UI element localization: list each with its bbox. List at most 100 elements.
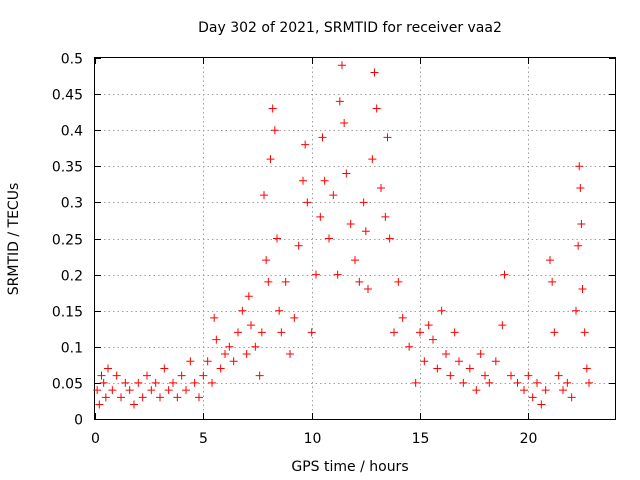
- data-point: [385, 234, 394, 243]
- data-point: [481, 371, 489, 380]
- data-point: [294, 241, 303, 250]
- data-point: [234, 328, 242, 337]
- data-point: [533, 378, 541, 387]
- data-point: [318, 133, 327, 142]
- y-tick-label: 0.45: [52, 88, 83, 104]
- grid-layer: [95, 58, 615, 419]
- y-tick-label: 0.15: [52, 305, 83, 321]
- data-point: [173, 393, 182, 402]
- data-point: [99, 378, 108, 387]
- data-point: [238, 306, 247, 315]
- data-point: [286, 350, 294, 359]
- data-point: [333, 270, 342, 279]
- plot-frame: [94, 57, 616, 420]
- data-point: [301, 140, 310, 149]
- y-tick-label: 0.5: [61, 52, 83, 68]
- data-point: [381, 212, 390, 221]
- data-point: [578, 285, 587, 294]
- data-point: [262, 256, 271, 265]
- x-tick-label: 0: [91, 431, 100, 447]
- data-point: [221, 350, 229, 359]
- data-point: [242, 350, 251, 359]
- data-point: [498, 321, 507, 330]
- data-point: [169, 378, 177, 387]
- y-tick-label: 0.3: [61, 196, 83, 212]
- data-point: [383, 133, 392, 142]
- data-point: [164, 386, 173, 395]
- data-point: [433, 364, 442, 373]
- y-tick-label: 0.35: [52, 160, 83, 176]
- data-point: [351, 256, 359, 265]
- data-point: [117, 393, 125, 402]
- data-point: [260, 191, 268, 200]
- data-point: [182, 386, 190, 395]
- data-point: [143, 371, 151, 380]
- y-tick-label: 0.4: [61, 124, 83, 140]
- tick-layer: 0 0.05 0.1 0.15 0.2 0.25 0.3 0.35 0.4 0.45 0.5 0 5 10…: [52, 52, 615, 447]
- data-point: [576, 183, 585, 192]
- data-point: [340, 118, 349, 127]
- data-point: [563, 378, 572, 387]
- data-point: [203, 357, 212, 366]
- data-point: [507, 371, 515, 380]
- data-point: [370, 68, 379, 77]
- x-tick-label: 5: [199, 431, 208, 447]
- data-point: [398, 313, 407, 322]
- data-point: [485, 378, 494, 387]
- data-point: [216, 364, 225, 373]
- data-point: [255, 371, 264, 380]
- data-point: [244, 292, 253, 301]
- data-point: [329, 191, 338, 200]
- data-point: [377, 183, 385, 192]
- data-point: [567, 393, 576, 402]
- data-point: [104, 364, 112, 373]
- data-point: [277, 328, 286, 337]
- data-point: [312, 270, 320, 279]
- data-point: [424, 321, 433, 330]
- data-point: [524, 371, 533, 380]
- data-point: [405, 342, 414, 351]
- y-tick-label: 0: [74, 413, 83, 429]
- data-point: [450, 328, 459, 337]
- data-point: [335, 97, 344, 106]
- data-point: [121, 378, 130, 387]
- data-point: [361, 227, 370, 236]
- y-tick-label: 0.25: [52, 233, 83, 249]
- data-point: [316, 212, 325, 221]
- data-point: [97, 371, 106, 380]
- data-point: [342, 169, 351, 178]
- data-point: [264, 277, 273, 286]
- data-point: [541, 386, 550, 395]
- data-point: [338, 61, 346, 70]
- data-points: [93, 61, 593, 409]
- data-point: [299, 176, 307, 185]
- data-point: [446, 371, 455, 380]
- data-point: [147, 386, 156, 395]
- data-point: [101, 393, 110, 402]
- data-point: [229, 357, 238, 366]
- data-point: [585, 378, 593, 387]
- data-point: [355, 277, 364, 286]
- data-point: [575, 162, 584, 171]
- x-tick-label: 10: [304, 431, 322, 447]
- x-axis-label: GPS time / hours: [291, 459, 408, 475]
- data-point: [130, 400, 138, 409]
- data-point: [275, 306, 284, 315]
- data-point: [320, 176, 329, 185]
- data-point: [268, 104, 277, 113]
- data-point: [95, 400, 104, 409]
- data-point: [273, 234, 281, 243]
- data-point: [364, 285, 372, 294]
- data-point: [574, 241, 583, 250]
- data-point: [208, 378, 216, 387]
- data-point: [416, 328, 424, 337]
- data-point: [582, 364, 591, 373]
- data-point: [368, 155, 377, 164]
- y-tick-label: 0.05: [52, 377, 83, 393]
- y-axis-label: SRMTID / TECUs: [6, 183, 22, 296]
- data-point: [266, 155, 275, 164]
- data-point: [465, 364, 474, 373]
- data-point: [195, 393, 203, 402]
- data-point: [546, 256, 554, 265]
